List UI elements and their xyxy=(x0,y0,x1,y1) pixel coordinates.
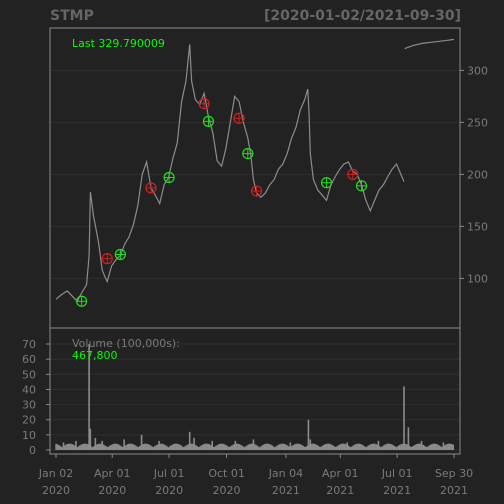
date-tick-year: 2020 xyxy=(213,484,241,497)
date-tick-year: 2020 xyxy=(155,484,183,497)
volume-tick-label: 20 xyxy=(22,414,36,427)
green-signal-marker xyxy=(114,248,126,261)
red-signal-marker xyxy=(101,253,113,265)
price-tick-label: 250 xyxy=(467,116,488,129)
date-tick-label: Oct 01 xyxy=(208,467,245,480)
volume-tick-label: 30 xyxy=(22,399,36,412)
date-tick-label: Apr 01 xyxy=(322,467,359,480)
price-gridlines xyxy=(50,69,460,279)
date-tick-label: Jul 01 xyxy=(381,467,413,480)
date-tick-year: 2020 xyxy=(98,484,126,497)
volume-tick-label: 0 xyxy=(29,444,36,457)
price-tick-label: 100 xyxy=(467,272,488,285)
date-tick-year: 2021 xyxy=(383,484,411,497)
green-signal-marker xyxy=(76,295,88,307)
volume-tick-label: 50 xyxy=(22,368,36,381)
green-signal-marker xyxy=(355,180,368,192)
volume-tick-label: 70 xyxy=(22,338,36,351)
date-axis-ticks: Jan 02 2020 Apr 01 2020 Jul 01 2020 Oct 01 2020… xyxy=(38,454,473,497)
volume-tick-label: 40 xyxy=(22,383,36,396)
volume-tick-label: 10 xyxy=(22,429,36,442)
date-tick-label: Sep 30 xyxy=(435,467,473,480)
red-signal-marker xyxy=(145,182,157,194)
date-tick-year: 2020 xyxy=(42,484,70,497)
signal-markers xyxy=(76,98,368,307)
date-tick-year: 2021 xyxy=(272,484,300,497)
green-signal-marker xyxy=(202,115,215,127)
volume-label: Volume (100,000s): xyxy=(72,337,180,350)
date-tick-year: 2021 xyxy=(440,484,468,497)
price-series-line xyxy=(55,44,405,303)
date-tick-label: Jul 01 xyxy=(153,467,185,480)
volume-last-value: 467,800 xyxy=(72,349,118,362)
price-tick-label: 200 xyxy=(467,168,488,181)
red-signal-marker xyxy=(347,168,359,180)
green-signal-marker xyxy=(163,171,175,184)
price-tick-label: 300 xyxy=(467,64,488,77)
price-inset-line xyxy=(404,38,455,50)
chart-title: STMP xyxy=(50,8,94,24)
volume-bars xyxy=(55,344,455,450)
red-signal-marker xyxy=(198,98,210,110)
volume-tick-label: 60 xyxy=(22,353,36,366)
price-axis-ticks: 100 150 200 250 300 xyxy=(460,64,488,285)
last-price-label: Last 329.790009 xyxy=(72,37,165,50)
date-tick-label: Jan 04 xyxy=(268,467,303,480)
price-tick-label: 150 xyxy=(467,220,488,233)
volume-axis-ticks: 0 10 20 30 40 50 60 70 xyxy=(22,338,50,457)
volume-panel-frame xyxy=(49,327,461,455)
green-signal-marker xyxy=(320,177,333,189)
red-signal-marker xyxy=(233,112,245,124)
date-tick-label: Jan 02 xyxy=(38,467,73,480)
date-tick-year: 2021 xyxy=(326,484,354,497)
date-range-label: [2020-01-02/2021-09-30] xyxy=(264,8,461,24)
date-tick-label: Apr 01 xyxy=(94,467,131,480)
red-signal-marker xyxy=(250,185,263,197)
green-signal-marker xyxy=(242,148,254,160)
